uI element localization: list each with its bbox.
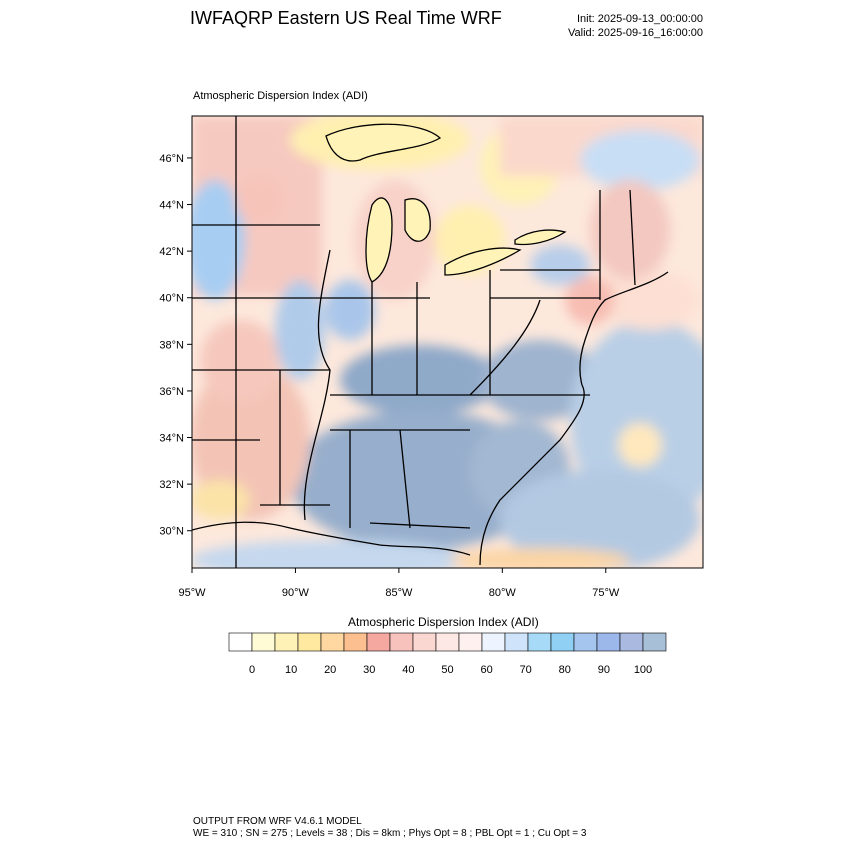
init-time: Init: 2025-09-13_00:00:00 bbox=[577, 13, 703, 25]
colorbar-swatch bbox=[389, 632, 414, 652]
colorbar-ticks: 0 10 20 30 40 50 60 70 80 90 100 bbox=[249, 664, 652, 676]
colorbar-tick-label: 90 bbox=[598, 664, 610, 676]
colorbar bbox=[228, 632, 667, 652]
colorbar-tick-label: 0 bbox=[249, 664, 255, 676]
lon-tick-label: 90°W bbox=[282, 587, 310, 599]
state-boundaries bbox=[192, 116, 669, 568]
colorbar-swatch bbox=[412, 632, 437, 652]
colorbar-swatch bbox=[366, 632, 391, 652]
footer-settings-line: WE = 310 ; SN = 275 ; Levels = 38 ; Dis … bbox=[193, 828, 587, 839]
valid-time: Valid: 2025-09-16_16:00:00 bbox=[568, 27, 703, 39]
longitude-axis: 95°W 90°W 85°W 80°W 75°W bbox=[178, 568, 620, 599]
colorbar-swatch bbox=[343, 632, 368, 652]
lat-tick-label: 34°N bbox=[159, 433, 184, 445]
colorbar-swatch bbox=[251, 632, 276, 652]
lon-tick-label: 95°W bbox=[178, 587, 206, 599]
lon-tick-label: 75°W bbox=[592, 587, 620, 599]
lat-tick-label: 38°N bbox=[159, 339, 184, 351]
colorbar-title: Atmospheric Dispersion Index (ADI) bbox=[348, 615, 539, 629]
lon-tick-label: 80°W bbox=[489, 587, 517, 599]
colorbar-tick-label: 40 bbox=[402, 664, 414, 676]
footer-model-line: OUTPUT FROM WRF V4.6.1 MODEL bbox=[193, 816, 362, 827]
map-field bbox=[192, 116, 703, 568]
lon-tick-label: 85°W bbox=[385, 587, 413, 599]
colorbar-tick-label: 30 bbox=[363, 664, 375, 676]
colorbar-tick-label: 100 bbox=[634, 664, 652, 676]
panel-label: Atmospheric Dispersion Index (ADI) bbox=[193, 90, 368, 102]
colorbar-tick-label: 70 bbox=[520, 664, 532, 676]
colorbar-tick-label: 20 bbox=[324, 664, 336, 676]
main-title: IWFAQRP Eastern US Real Time WRF bbox=[190, 8, 502, 28]
lat-tick-label: 36°N bbox=[159, 386, 184, 398]
lat-tick-label: 42°N bbox=[159, 246, 184, 258]
lat-tick-label: 30°N bbox=[159, 526, 184, 538]
latitude-axis: 46°N 44°N 42°N 40°N 38°N 36°N 34°N 32°N 30°N bbox=[159, 153, 192, 538]
colorbar-tick-label: 80 bbox=[559, 664, 571, 676]
colorbar-swatch bbox=[228, 632, 253, 652]
colorbar-tick-label: 60 bbox=[480, 664, 492, 676]
colorbar-swatch bbox=[596, 632, 621, 652]
colorbar-swatch bbox=[550, 632, 575, 652]
lat-tick-label: 32°N bbox=[159, 479, 184, 491]
colorbar-swatch bbox=[481, 632, 506, 652]
colorbar-swatch bbox=[619, 632, 644, 652]
colorbar-swatch bbox=[573, 632, 598, 652]
colorbar-swatch bbox=[320, 632, 345, 652]
lat-tick-label: 46°N bbox=[159, 153, 184, 165]
colorbar-swatch bbox=[297, 632, 322, 652]
lat-tick-label: 40°N bbox=[159, 293, 184, 305]
colorbar-swatch bbox=[458, 632, 483, 652]
colorbar-swatch bbox=[642, 632, 667, 652]
adi-field bbox=[192, 116, 703, 568]
plot-frame bbox=[191, 115, 704, 569]
colorbar-swatch bbox=[504, 632, 529, 652]
colorbar-swatch bbox=[435, 632, 460, 652]
colorbar-tick-label: 10 bbox=[285, 664, 297, 676]
lat-tick-label: 44°N bbox=[159, 200, 184, 212]
colorbar-swatch bbox=[527, 632, 552, 652]
colorbar-tick-label: 50 bbox=[441, 664, 453, 676]
colorbar-swatch bbox=[274, 632, 299, 652]
